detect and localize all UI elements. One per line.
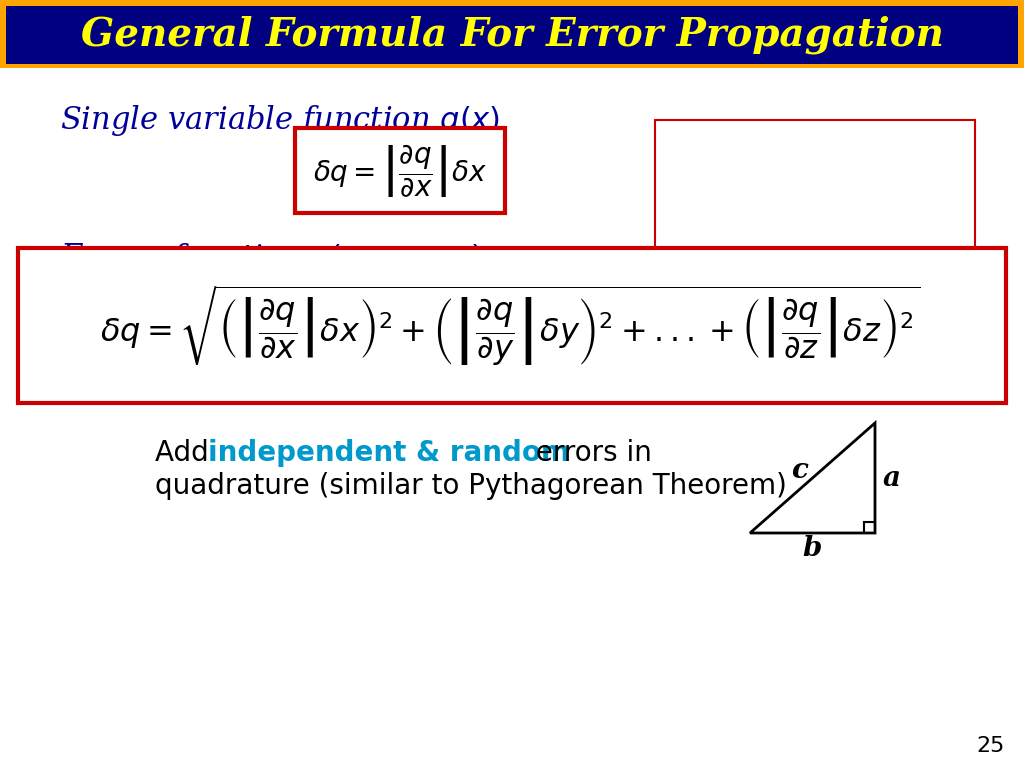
Text: Single variable function $q(x)$: Single variable function $q(x)$: [60, 102, 500, 137]
Text: For: For: [60, 243, 122, 273]
Text: errors in: errors in: [527, 439, 652, 467]
Text: General Formula For Error Propagation: General Formula For Error Propagation: [81, 16, 943, 55]
Text: Add: Add: [155, 439, 218, 467]
Text: any: any: [114, 243, 169, 273]
FancyBboxPatch shape: [6, 6, 1018, 64]
Text: c: c: [792, 456, 808, 484]
Text: Partial derivative:: Partial derivative:: [668, 132, 865, 151]
Text: Differentiate w.r.t
one variable
while treating the
others constant: Differentiate w.r.t one variable while t…: [668, 150, 827, 243]
FancyBboxPatch shape: [18, 248, 1006, 403]
Text: quadrature (similar to Pythagorean Theorem): quadrature (similar to Pythagorean Theor…: [155, 472, 786, 500]
Text: $\delta q = \left|\dfrac{\partial q}{\partial x}\right|\delta x$: $\delta q = \left|\dfrac{\partial q}{\pa…: [312, 142, 487, 200]
FancyBboxPatch shape: [295, 128, 505, 213]
FancyBboxPatch shape: [0, 0, 1024, 68]
FancyBboxPatch shape: [655, 120, 975, 268]
Text: $\delta q = \sqrt{\left(\left|\dfrac{\partial q}{\partial x}\right|\delta x\righ: $\delta q = \sqrt{\left(\left|\dfrac{\pa…: [100, 283, 921, 369]
Text: independent & random: independent & random: [208, 439, 570, 467]
Text: 25: 25: [977, 736, 1005, 756]
Text: function $q(x, y,\ldots, z)$: function $q(x, y,\ldots, z)$: [163, 240, 482, 276]
Text: a: a: [883, 465, 901, 492]
Text: b: b: [803, 535, 821, 561]
